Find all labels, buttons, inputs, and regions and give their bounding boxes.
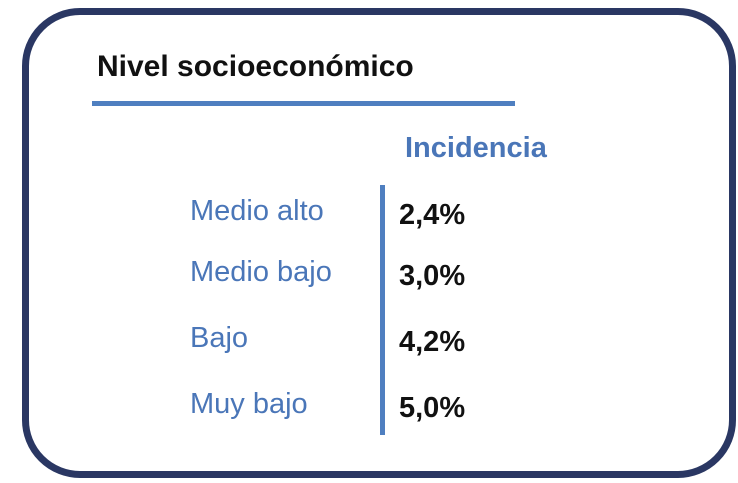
- divider: [380, 185, 385, 435]
- row-value: 3,0%: [399, 260, 466, 292]
- title-underline: [92, 101, 515, 106]
- row-value: 2,4%: [399, 199, 466, 231]
- row-label: Bajo: [190, 322, 249, 354]
- row-label: Medio alto: [190, 195, 324, 227]
- column-header: Incidencia: [405, 132, 547, 164]
- row-label: Medio bajo: [190, 256, 332, 288]
- row-label: Muy bajo: [190, 388, 308, 420]
- title: Nivel socioeconómico: [97, 50, 414, 83]
- row-value: 4,2%: [399, 326, 466, 358]
- row-value: 5,0%: [399, 392, 466, 424]
- frame: [22, 8, 736, 478]
